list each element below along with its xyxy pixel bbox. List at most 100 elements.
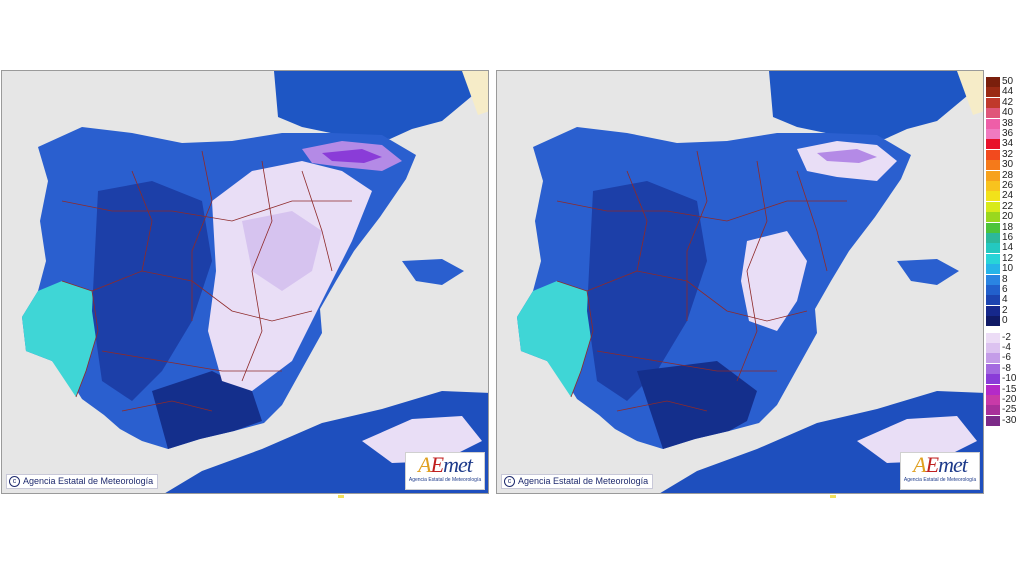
colorbar-swatch: [986, 212, 1000, 223]
colorbar-label: -6: [1002, 352, 1011, 364]
colorbar-swatch: [986, 77, 1000, 87]
colorbar-swatch: [986, 243, 1000, 254]
colorbar-label: 30: [1002, 159, 1014, 171]
copyright-icon: c: [504, 476, 515, 487]
colorbar-label: 14: [1002, 242, 1014, 254]
colorbar-label: 28: [1002, 169, 1014, 181]
colorbar-swatch: [986, 285, 1000, 295]
france-landmass: [274, 71, 472, 139]
colorbar-label: 24: [1002, 190, 1014, 202]
colorbar-label: -25: [1002, 404, 1017, 416]
province-borders: [556, 150, 847, 412]
temperature-map-right: c Agencia Estatal de Meteorología AEmet …: [496, 70, 984, 494]
subzero-area: [741, 231, 807, 331]
colorbar-swatch: [986, 395, 1000, 405]
colorbar-swatch: [986, 129, 1000, 139]
colorbar-swatch: [986, 332, 1000, 343]
colorbar-label: 10: [1002, 263, 1014, 275]
portugal-coast-warm: [22, 281, 98, 397]
central-cold-area: [587, 181, 707, 401]
africa-cold-area: [362, 416, 482, 463]
colorbar-swatch: [986, 201, 1000, 212]
aemet-logo-subtitle: Agencia Estatal de Meteorología: [408, 477, 482, 483]
credit-label: c Agencia Estatal de Meteorología: [501, 474, 654, 489]
credit-text: Agencia Estatal de Meteorología: [518, 476, 649, 486]
colorbar-label: 4: [1002, 294, 1008, 306]
temperature-map-left: c Agencia Estatal de Meteorología AEmet …: [1, 70, 489, 494]
colorbar-swatch: [986, 316, 1000, 327]
colorbar-swatch: [986, 118, 1000, 129]
colorbar-swatch: [986, 363, 1000, 374]
colorbar-label: -30: [1002, 414, 1017, 426]
colorbar-label: 42: [1002, 96, 1014, 108]
map-canvas-left: [2, 71, 488, 493]
colorbar-label: 0: [1002, 315, 1008, 327]
credit-label: c Agencia Estatal de Meteorología: [6, 474, 159, 489]
colorbar-label: -10: [1002, 373, 1017, 385]
aemet-logo: AEmet Agencia Estatal de Meteorología: [405, 452, 485, 490]
pyrenees-coldest: [322, 149, 382, 163]
neighbor-land-ne: [957, 71, 983, 115]
colorbar-label: 16: [1002, 232, 1014, 243]
colorbar-label: -4: [1002, 342, 1011, 353]
colorbar-label: 22: [1002, 200, 1014, 212]
colorbar-swatch: [986, 97, 1000, 108]
aemet-logo-subtitle: Agencia Estatal de Meteorología: [903, 477, 977, 483]
map-canvas-right: [497, 71, 983, 493]
colorbar-swatch: [986, 191, 1000, 202]
colorbar-swatch: [986, 343, 1000, 353]
aemet-logo: AEmet Agencia Estatal de Meteorología: [900, 452, 980, 490]
colorbar-label: -8: [1002, 362, 1011, 374]
colorbar-swatch: [986, 374, 1000, 385]
province-borders: [61, 150, 352, 412]
credit-text: Agencia Estatal de Meteorología: [23, 476, 154, 486]
colorbar-label: 18: [1002, 221, 1014, 233]
copyright-icon: c: [9, 476, 20, 487]
colorbar-swatch: [986, 87, 1000, 98]
colorbar-label: -20: [1002, 394, 1017, 405]
colorbar-swatch: [986, 108, 1000, 119]
colorbar-label: 40: [1002, 107, 1014, 119]
france-landmass: [769, 71, 967, 139]
colorbar-label: 44: [1002, 86, 1014, 98]
aemet-logo-word: AEmet: [913, 452, 968, 477]
colorbar-label: -2: [1002, 331, 1011, 343]
colorbar-label: 6: [1002, 284, 1008, 295]
temperature-colorbar: 50 44 42 40 38 36 34 32 30 28 26 24 22 20 18 16 14 12 10 8 6…: [986, 77, 1024, 497]
colorbar-label: 32: [1002, 148, 1014, 160]
subzero-core: [242, 211, 322, 291]
balearic-islands: [402, 259, 464, 285]
colorbar-label: 50: [1002, 76, 1014, 87]
colorbar-label: 8: [1002, 273, 1008, 285]
colorbar-label: 26: [1002, 180, 1014, 191]
pyrenees-cold: [817, 149, 877, 163]
colorbar-swatch: [986, 149, 1000, 160]
colorbar-swatch: [986, 415, 1000, 426]
colorbar-swatch: [986, 160, 1000, 171]
colorbar-swatch: [986, 233, 1000, 243]
colorbar-swatch: [986, 181, 1000, 191]
colorbar-label: 34: [1002, 138, 1014, 150]
colorbar-label: -15: [1002, 383, 1017, 395]
yellow-mark-right: [830, 495, 836, 498]
colorbar-label: 2: [1002, 304, 1008, 316]
aemet-logo-word: AEmet: [418, 452, 473, 477]
colorbar-swatch: [986, 274, 1000, 285]
colorbar-swatch: [986, 305, 1000, 316]
yellow-mark-left: [338, 495, 344, 498]
colorbar-swatch: [986, 384, 1000, 395]
colorbar-swatch: [986, 405, 1000, 416]
colorbar-swatch: [986, 139, 1000, 150]
colorbar-label: 38: [1002, 117, 1014, 129]
colorbar-label: 36: [1002, 128, 1014, 139]
portugal-coast-warm: [517, 281, 593, 397]
neighbor-land-ne: [462, 71, 488, 115]
colorbar-swatch: [986, 170, 1000, 181]
central-cold-area: [92, 181, 212, 401]
south-cold-area: [637, 361, 757, 449]
colorbar-label: 20: [1002, 211, 1014, 223]
colorbar-swatch: [986, 295, 1000, 306]
colorbar-label: 12: [1002, 252, 1014, 264]
colorbar-swatch: [986, 222, 1000, 233]
africa-cold-area: [857, 416, 977, 463]
